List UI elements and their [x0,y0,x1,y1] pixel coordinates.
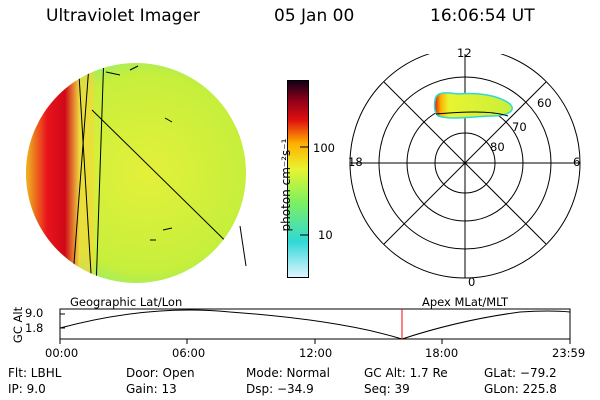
mlt-label-12: 12 [457,46,472,60]
sequence-value: Seq: 39 [364,382,410,396]
lat-label-60: 60 [537,96,552,110]
altitude-curve [59,309,571,340]
auroral-oval [433,92,513,119]
timeline-ylabel: GC Alt [11,306,25,344]
lat-label-80: 80 [490,140,505,154]
ip-value: IP: 9.0 [8,382,46,396]
timeline-ylabel-wrap: GC Alt [11,295,25,355]
timeline-ytick-low: 1.8 [25,321,44,335]
colorbar-tick-10: 10 [318,228,333,242]
door-value: Door: Open [126,366,195,380]
polar-plot [340,50,590,279]
timeline-ytick-high: 9.0 [25,306,44,320]
timeline-xtick-1800: 18:00 [425,346,459,360]
lat-label-70: 70 [512,120,527,134]
timeline-xtick-0000: 00:00 [45,346,79,360]
limb-brightening [26,63,80,283]
colorbar-units: photon cm⁻²s⁻¹ [279,138,293,232]
timeline-xtick-2359: 23:59 [552,346,586,360]
apex-panel-label: Apex MLat/MLT [422,295,509,309]
timeline-xtick-0600: 06:00 [172,346,206,360]
image-time: 16:06:54 UT [430,6,535,26]
glon-value: GLon: 225.8 [484,382,557,396]
mode-value: Mode: Normal [246,366,330,380]
glat-value: GLat: −79.2 [484,366,557,380]
image-date: 05 Jan 00 [274,6,355,26]
instrument-title: Ultraviolet Imager [46,6,200,26]
colorbar [287,80,309,278]
mlt-label-0: 0 [468,275,476,289]
geographic-disk-image [26,63,247,283]
dsp-value: Dsp: −34.9 [246,382,314,396]
timeline-xtick-1200: 12:00 [299,346,333,360]
altitude-timeline [59,308,571,344]
colorbar-label: photon cm⁻²s⁻¹ [279,125,293,245]
mlt-label-18: 18 [348,155,363,169]
gc-altitude-value: GC Alt: 1.7 Re [364,366,448,380]
filter-value: Flt: LBHL [8,366,62,380]
colorbar-tick-100: 100 [313,141,335,155]
mlt-label-6: 6 [573,155,581,169]
geographic-panel-label: Geographic Lat/Lon [70,295,183,309]
colorbar-ticks [300,146,308,236]
gain-value: Gain: 13 [126,382,177,396]
geographic-grid [71,63,246,283]
